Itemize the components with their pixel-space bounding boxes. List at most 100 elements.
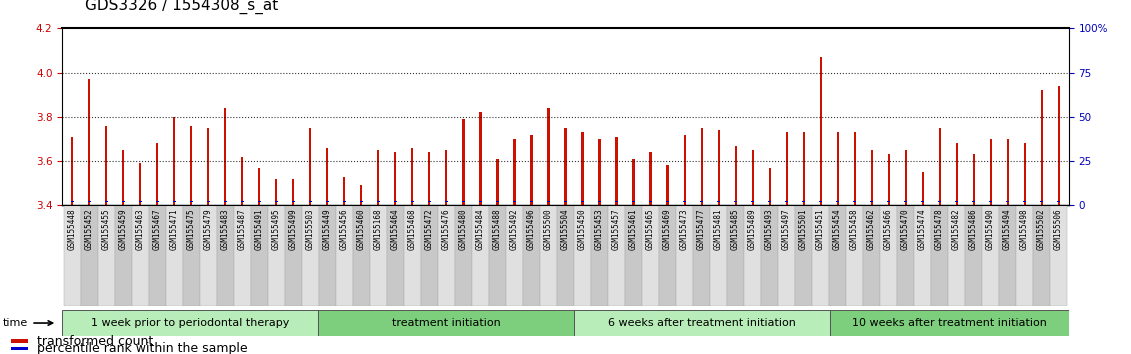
Bar	[361, 185, 362, 205]
Bar	[98, 205, 115, 306]
Text: GSM155457: GSM155457	[612, 209, 621, 250]
Bar	[156, 201, 158, 202]
Text: GSM155473: GSM155473	[680, 209, 689, 250]
Bar	[105, 201, 107, 202]
Bar	[982, 205, 999, 306]
Bar	[1041, 90, 1043, 205]
Bar	[530, 135, 533, 205]
Bar	[336, 205, 353, 306]
Bar	[122, 201, 124, 202]
Bar	[224, 108, 226, 205]
Bar	[939, 128, 941, 205]
Bar	[88, 201, 90, 202]
Bar	[1024, 143, 1026, 205]
Text: GSM155466: GSM155466	[884, 209, 893, 250]
Bar	[343, 201, 346, 202]
Text: GSM155487: GSM155487	[238, 209, 247, 250]
Text: GSM155474: GSM155474	[918, 209, 927, 250]
Text: GSM155502: GSM155502	[1037, 209, 1046, 250]
Text: GSM155472: GSM155472	[425, 209, 434, 250]
Bar	[370, 205, 387, 306]
Bar	[412, 148, 414, 205]
Bar	[830, 310, 1069, 336]
Text: GSM155495: GSM155495	[271, 209, 280, 250]
Text: GSM155461: GSM155461	[629, 209, 638, 250]
Bar	[904, 201, 907, 202]
Bar	[62, 310, 318, 336]
Bar	[564, 128, 567, 205]
Bar	[1007, 201, 1009, 202]
Bar	[948, 205, 965, 306]
Bar	[973, 201, 975, 202]
Bar	[768, 201, 771, 202]
Bar	[344, 177, 345, 205]
Text: GSM155484: GSM155484	[476, 209, 485, 250]
Bar	[854, 132, 855, 205]
Bar	[575, 310, 830, 336]
Text: GSM155455: GSM155455	[102, 209, 111, 250]
Bar	[539, 205, 556, 306]
Bar	[285, 205, 302, 306]
Bar	[880, 205, 897, 306]
Text: GSM155504: GSM155504	[561, 209, 570, 250]
Bar	[786, 132, 787, 205]
Text: GSM155480: GSM155480	[459, 209, 468, 250]
Bar	[64, 205, 81, 306]
Bar	[258, 201, 261, 202]
Bar	[241, 156, 243, 205]
Text: GSM155501: GSM155501	[798, 209, 808, 250]
Bar	[700, 201, 703, 202]
Text: GSM155488: GSM155488	[493, 209, 502, 250]
Text: GSM155497: GSM155497	[782, 209, 791, 250]
Bar	[11, 347, 28, 350]
Bar	[853, 201, 856, 202]
Bar	[803, 132, 804, 205]
Bar	[938, 201, 941, 202]
Bar	[217, 205, 234, 306]
Text: GSM155489: GSM155489	[748, 209, 757, 250]
Bar	[1057, 201, 1060, 202]
Bar	[598, 139, 601, 205]
Bar	[863, 205, 880, 306]
Text: GSM155460: GSM155460	[357, 209, 366, 250]
Bar	[659, 205, 676, 306]
Text: GSM155462: GSM155462	[867, 209, 877, 250]
Text: GSM155454: GSM155454	[834, 209, 843, 250]
Text: GSM155500: GSM155500	[544, 209, 553, 250]
Bar	[173, 117, 175, 205]
Bar	[649, 152, 651, 205]
Bar	[751, 201, 754, 202]
Bar	[581, 132, 584, 205]
Bar	[319, 205, 336, 306]
Bar	[489, 205, 506, 306]
Bar	[318, 310, 575, 336]
Text: GSM155453: GSM155453	[595, 209, 604, 250]
Bar	[914, 205, 931, 306]
Text: GSM155499: GSM155499	[288, 209, 297, 250]
Bar	[71, 201, 74, 202]
Text: transformed count: transformed count	[37, 335, 153, 348]
Bar	[744, 205, 761, 306]
Text: GSM155464: GSM155464	[391, 209, 400, 250]
Bar	[326, 201, 329, 202]
Bar	[268, 205, 285, 306]
Bar	[632, 201, 634, 202]
Bar	[547, 108, 550, 205]
Text: GSM155485: GSM155485	[731, 209, 740, 250]
Bar	[88, 79, 90, 205]
Bar	[472, 205, 489, 306]
Text: GSM155492: GSM155492	[510, 209, 519, 250]
Bar	[224, 201, 227, 202]
Bar	[183, 205, 200, 306]
Bar	[429, 152, 431, 205]
Text: time: time	[3, 318, 52, 328]
Bar	[293, 179, 294, 205]
Text: GSM155478: GSM155478	[935, 209, 944, 250]
Bar	[999, 205, 1016, 306]
Bar	[1041, 201, 1043, 202]
Text: GSM155451: GSM155451	[817, 209, 824, 250]
Bar	[802, 201, 805, 202]
Bar	[717, 201, 720, 202]
Text: GSM155450: GSM155450	[578, 209, 587, 250]
Bar	[251, 205, 268, 306]
